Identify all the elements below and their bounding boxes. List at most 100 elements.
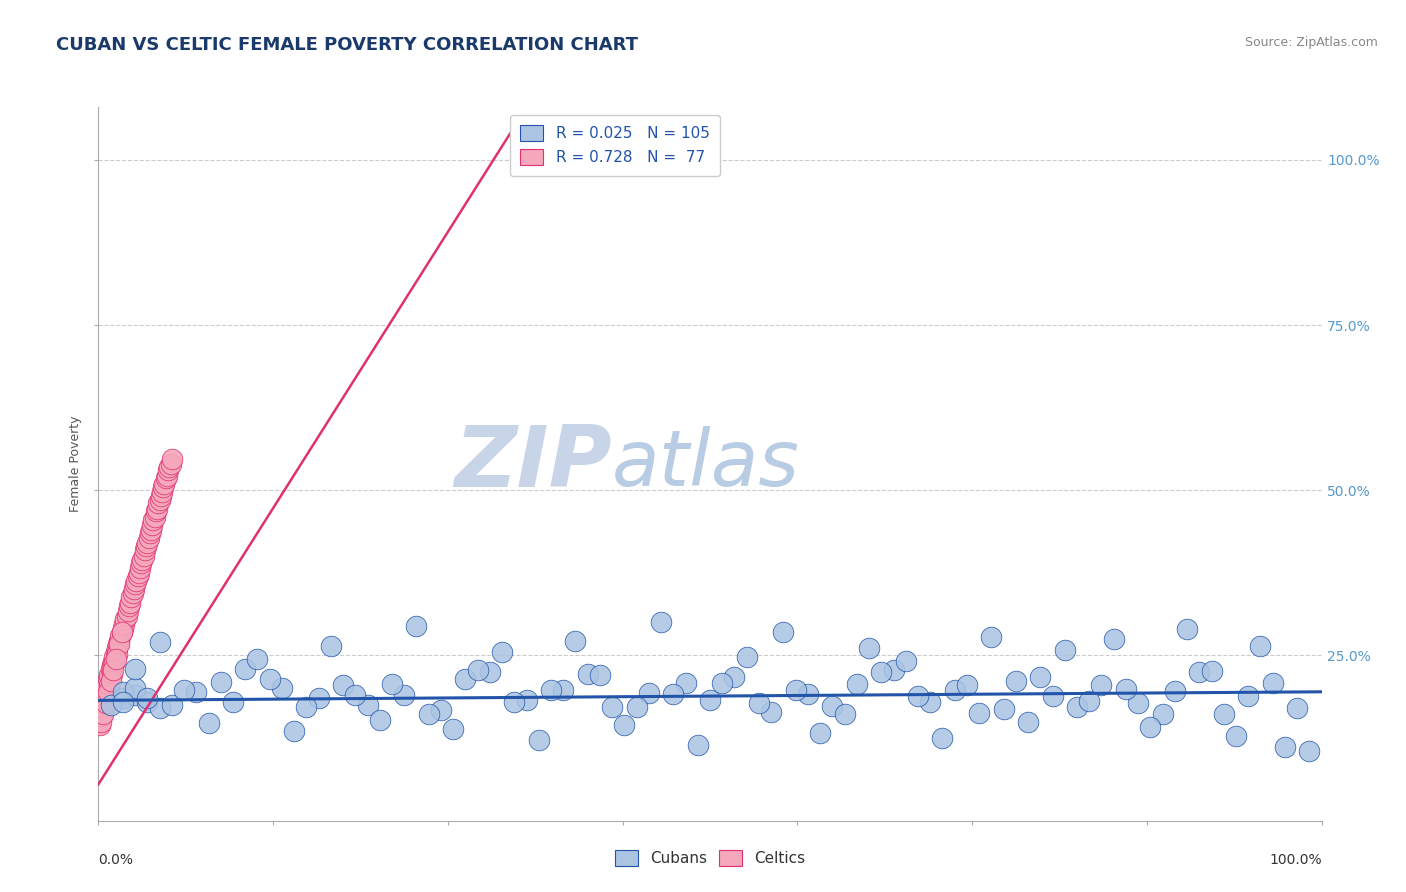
Point [491, 645, 513, 659]
Point [149, 489, 172, 503]
Point [600, 700, 623, 714]
Point [152, 480, 174, 494]
Point [110, 629, 132, 643]
Point [1225, 729, 1247, 743]
Point [146, 501, 169, 516]
Point [1152, 707, 1174, 722]
Point [111, 685, 134, 699]
Point [111, 695, 134, 709]
Point [920, 695, 942, 709]
Point [111, 621, 134, 635]
Point [139, 523, 162, 537]
Point [797, 687, 820, 701]
Point [157, 463, 180, 477]
Legend: Cubans, Celtics: Cubans, Celtics [607, 842, 813, 873]
Point [943, 683, 966, 698]
Text: CUBAN VS CELTIC FEMALE POVERTY CORRELATION CHART: CUBAN VS CELTIC FEMALE POVERTY CORRELATI… [56, 36, 638, 54]
Point [122, 582, 145, 597]
Point [650, 615, 672, 630]
Point [564, 634, 586, 648]
Point [186, 685, 208, 699]
Point [553, 682, 575, 697]
Point [145, 504, 167, 518]
Point [159, 457, 181, 471]
Point [295, 700, 318, 714]
Point [103, 649, 125, 664]
Point [638, 686, 661, 700]
Point [91, 695, 114, 709]
Point [711, 676, 734, 690]
Point [613, 718, 636, 732]
Point [381, 677, 404, 691]
Point [150, 484, 173, 499]
Point [392, 688, 416, 702]
Point [589, 668, 612, 682]
Point [107, 636, 129, 650]
Point [993, 702, 1015, 716]
Point [222, 695, 245, 709]
Point [90, 714, 112, 729]
Point [1029, 670, 1052, 684]
Point [1188, 665, 1211, 679]
Point [134, 542, 156, 557]
Point [1139, 720, 1161, 734]
Point [98, 668, 121, 682]
Point [101, 658, 124, 673]
Point [136, 695, 159, 709]
Text: 100.0%: 100.0% [1270, 853, 1322, 867]
Point [283, 724, 305, 739]
Point [478, 665, 501, 679]
Point [101, 655, 124, 669]
Point [148, 496, 170, 510]
Point [1053, 643, 1076, 657]
Point [104, 652, 127, 666]
Point [1261, 676, 1284, 690]
Point [772, 625, 794, 640]
Point [821, 698, 844, 713]
Point [142, 513, 165, 527]
Point [114, 612, 136, 626]
Point [128, 566, 150, 580]
Point [1175, 622, 1198, 636]
Point [118, 599, 141, 613]
Y-axis label: Female Poverty: Female Poverty [69, 416, 83, 512]
Point [100, 698, 122, 712]
Point [129, 561, 152, 575]
Point [1201, 664, 1223, 678]
Point [131, 552, 153, 566]
Point [89, 711, 111, 725]
Point [1128, 696, 1150, 710]
Point [246, 652, 269, 666]
Point [259, 672, 281, 686]
Point [761, 705, 783, 719]
Point [209, 674, 232, 689]
Point [527, 733, 550, 747]
Point [270, 681, 294, 696]
Point [125, 574, 148, 589]
Point [430, 703, 453, 717]
Point [139, 526, 162, 541]
Point [105, 640, 128, 655]
Point [980, 630, 1002, 644]
Point [100, 662, 122, 676]
Point [101, 667, 124, 681]
Point [1066, 700, 1088, 714]
Point [748, 696, 770, 710]
Point [96, 690, 118, 704]
Point [1274, 739, 1296, 754]
Point [675, 676, 697, 690]
Point [111, 625, 134, 640]
Point [94, 696, 117, 710]
Point [197, 715, 219, 730]
Point [467, 663, 489, 677]
Point [91, 709, 114, 723]
Point [115, 608, 138, 623]
Point [308, 691, 330, 706]
Point [1042, 689, 1064, 703]
Point [136, 536, 159, 550]
Point [149, 635, 172, 649]
Point [894, 654, 917, 668]
Point [117, 603, 139, 617]
Point [156, 468, 179, 483]
Point [132, 549, 155, 564]
